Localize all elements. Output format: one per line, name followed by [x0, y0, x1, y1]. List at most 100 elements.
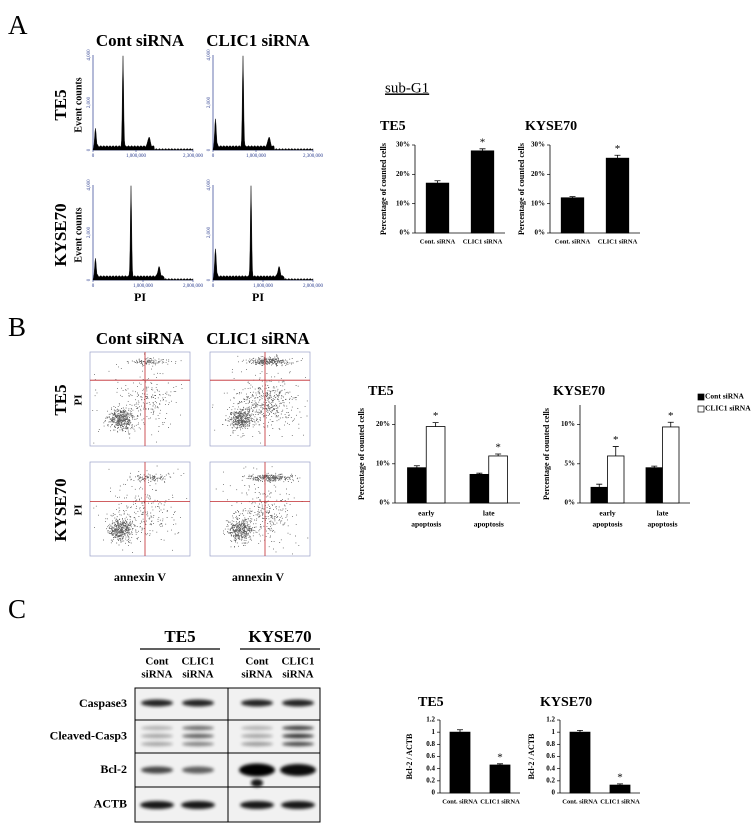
tick-label: 2,000 — [207, 226, 212, 238]
lane-label: CLIC1 — [281, 656, 314, 668]
band — [239, 763, 275, 777]
scatter-dots — [93, 465, 188, 554]
axis-title: annexin V — [232, 570, 284, 584]
band — [240, 801, 274, 809]
band — [281, 801, 315, 809]
bar — [489, 764, 511, 794]
tick-label: 0 — [212, 154, 215, 159]
bar — [488, 455, 508, 504]
legend-label: CLIC1 siRNA — [705, 404, 751, 413]
legend-swatch — [697, 393, 705, 401]
band — [282, 741, 314, 747]
tick-label: 1,000,000 — [126, 154, 147, 159]
legend-label: Cont siRNA — [705, 392, 745, 401]
x-tick-label: apoptosis — [474, 520, 504, 529]
band — [241, 741, 273, 747]
x-tick-label: late — [483, 509, 495, 518]
tick-label: 2,000,000 — [183, 284, 204, 289]
band — [181, 801, 215, 809]
histogram — [92, 55, 194, 151]
y-tick-label: 20% — [376, 420, 390, 428]
bar — [425, 182, 450, 234]
bar — [425, 426, 446, 504]
section-title: sub-G1 — [385, 80, 429, 96]
bar — [560, 197, 585, 234]
chart-title: TE5 — [418, 695, 444, 710]
tick-label: 4,000 — [207, 179, 212, 191]
error-bar — [577, 729, 583, 733]
chart-title: TE5 — [368, 384, 394, 399]
scatter-dots — [92, 353, 183, 444]
band — [140, 801, 174, 809]
bar — [605, 157, 630, 234]
axis-title: PI — [134, 290, 146, 304]
chart-title: KYSE70 — [525, 119, 577, 134]
bar — [407, 467, 427, 504]
band — [282, 699, 314, 707]
band — [241, 699, 273, 707]
significance-mark: * — [480, 136, 486, 148]
error-bar — [612, 446, 619, 456]
tick-label: 2,000 — [207, 96, 212, 108]
y-tick-label: 0% — [565, 499, 576, 507]
error-bar — [497, 763, 503, 766]
y-tick-label: 0 — [432, 789, 436, 797]
y-tick-label: 0.8 — [546, 740, 555, 748]
significance-mark: * — [615, 143, 621, 155]
error-bar — [617, 783, 623, 786]
axis-title: annexin V — [114, 570, 166, 584]
x-tick-label: Cont. siRNA — [420, 238, 456, 245]
significance-mark: * — [617, 771, 623, 783]
tick-label: 1,000,000 — [253, 284, 274, 289]
plot-frame — [209, 461, 311, 557]
bar — [469, 473, 490, 504]
lane-label: siRNA — [241, 669, 272, 681]
axis-title: PI — [73, 505, 85, 516]
axis-title: Percentage of counted cells — [542, 408, 551, 500]
protein-label: Bcl-2 — [100, 762, 127, 776]
y-tick-label: 1.2 — [426, 716, 435, 724]
lane-label: siRNA — [141, 669, 172, 681]
protein-label: Caspase3 — [79, 696, 127, 710]
x-tick-label: CLIC1 siRNA — [598, 238, 638, 245]
legend-swatch — [697, 405, 705, 413]
band — [241, 733, 273, 739]
bar — [470, 150, 495, 234]
tick-label: 0 — [87, 278, 92, 281]
plot-frame — [89, 461, 191, 557]
y-tick-label: 0% — [400, 229, 411, 237]
tick-label: 4,000 — [87, 179, 92, 191]
x-tick-label: Cont. siRNA — [555, 238, 591, 245]
band — [182, 766, 214, 774]
y-tick-label: 0.6 — [426, 752, 435, 760]
error-bar — [614, 154, 621, 159]
lane-label: siRNA — [182, 669, 213, 681]
x-tick-label: Cont. siRNA — [442, 798, 478, 805]
row-label: KYSE70 — [51, 478, 70, 541]
chart-title: KYSE70 — [540, 695, 592, 710]
x-tick-label: early — [599, 509, 615, 518]
tick-label: 4,000 — [207, 49, 212, 61]
lane-label: siRNA — [282, 669, 313, 681]
y-tick-label: 0.2 — [426, 776, 435, 784]
x-tick-label: Cont. siRNA — [562, 798, 598, 805]
tick-label: 0 — [207, 278, 212, 281]
y-tick-label: 0.2 — [546, 776, 555, 784]
y-tick-label: 0 — [552, 789, 556, 797]
tick-label: 4,000 — [87, 49, 92, 61]
row-label: TE5 — [51, 89, 70, 120]
significance-mark: * — [613, 434, 619, 446]
x-tick-label: early — [418, 509, 434, 518]
x-tick-label: apoptosis — [411, 520, 441, 529]
tick-label: 0 — [87, 148, 92, 151]
x-tick-label: CLIC1 siRNA — [480, 798, 520, 805]
band — [141, 725, 173, 731]
error-bar — [413, 465, 420, 468]
axis-title: Event counts — [73, 77, 84, 132]
y-tick-label: 0% — [535, 229, 546, 237]
y-tick-label: 1 — [432, 728, 436, 736]
band — [141, 741, 173, 747]
column-header: CLIC1 siRNA — [206, 329, 310, 348]
row-label: TE5 — [51, 384, 70, 415]
